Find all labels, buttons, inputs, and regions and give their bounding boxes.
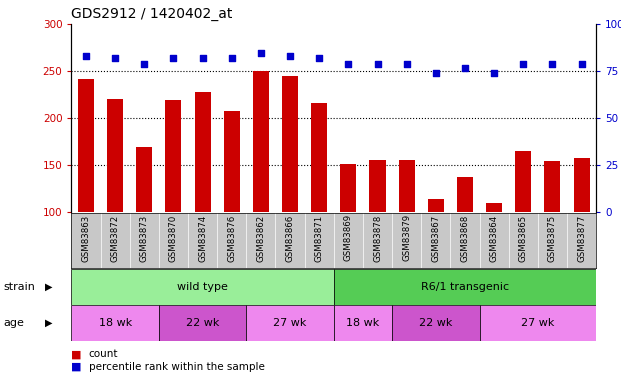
- Point: [519, 61, 528, 67]
- Text: GSM83869: GSM83869: [344, 214, 353, 261]
- Bar: [486, 202, 502, 212]
- Bar: [224, 111, 240, 212]
- Text: GSM83863: GSM83863: [81, 214, 91, 261]
- Point: [431, 70, 441, 76]
- Bar: [334, 269, 596, 304]
- Text: percentile rank within the sample: percentile rank within the sample: [89, 362, 265, 372]
- Text: GDS2912 / 1420402_at: GDS2912 / 1420402_at: [71, 7, 233, 21]
- Point: [373, 61, 383, 67]
- Text: GSM83862: GSM83862: [256, 214, 265, 261]
- Point: [168, 55, 178, 61]
- Bar: [282, 76, 298, 212]
- Text: GSM83870: GSM83870: [169, 214, 178, 261]
- Text: GSM83875: GSM83875: [548, 214, 557, 261]
- Text: GSM83878: GSM83878: [373, 214, 382, 261]
- Text: GSM83865: GSM83865: [519, 214, 528, 261]
- Text: 18 wk: 18 wk: [347, 318, 379, 328]
- Bar: [479, 305, 596, 340]
- Bar: [574, 158, 589, 212]
- Bar: [399, 160, 415, 212]
- Text: GSM83868: GSM83868: [461, 214, 469, 261]
- Text: count: count: [89, 350, 119, 359]
- Bar: [78, 79, 94, 212]
- Bar: [340, 164, 356, 212]
- Bar: [457, 177, 473, 212]
- Point: [197, 55, 207, 61]
- Text: GSM83864: GSM83864: [489, 214, 499, 261]
- Text: GSM83874: GSM83874: [198, 214, 207, 261]
- Text: ■: ■: [71, 362, 82, 372]
- Text: GSM83876: GSM83876: [227, 214, 236, 261]
- Point: [139, 61, 149, 67]
- Bar: [71, 269, 334, 304]
- Bar: [253, 71, 269, 212]
- Point: [227, 55, 237, 61]
- Text: GSM83866: GSM83866: [286, 214, 294, 261]
- Point: [343, 61, 353, 67]
- Point: [314, 55, 324, 61]
- Text: GSM83871: GSM83871: [315, 214, 324, 261]
- Point: [110, 55, 120, 61]
- Point: [460, 64, 470, 70]
- Text: GSM83872: GSM83872: [111, 214, 120, 261]
- Text: GSM83879: GSM83879: [402, 214, 411, 261]
- Point: [256, 50, 266, 55]
- Text: GSM83867: GSM83867: [432, 214, 440, 261]
- Bar: [107, 99, 123, 212]
- Text: ■: ■: [71, 350, 82, 359]
- Bar: [428, 199, 444, 212]
- Bar: [334, 305, 392, 340]
- Text: 27 wk: 27 wk: [273, 318, 307, 328]
- Bar: [515, 151, 532, 212]
- Bar: [71, 305, 159, 340]
- Point: [81, 53, 91, 59]
- Text: wild type: wild type: [177, 282, 228, 292]
- Point: [577, 61, 587, 67]
- Text: 22 wk: 22 wk: [186, 318, 219, 328]
- Text: GSM83877: GSM83877: [577, 214, 586, 261]
- Text: ▶: ▶: [45, 282, 53, 292]
- Point: [402, 61, 412, 67]
- Bar: [247, 305, 334, 340]
- Bar: [311, 103, 327, 212]
- Bar: [369, 160, 386, 212]
- Text: ▶: ▶: [45, 318, 53, 328]
- Point: [548, 61, 558, 67]
- Text: 18 wk: 18 wk: [99, 318, 132, 328]
- Text: GSM83873: GSM83873: [140, 214, 149, 261]
- Text: 27 wk: 27 wk: [521, 318, 555, 328]
- Bar: [159, 305, 247, 340]
- Point: [285, 53, 295, 59]
- Bar: [165, 100, 181, 212]
- Bar: [545, 161, 560, 212]
- Bar: [136, 147, 152, 212]
- Text: R6/1 transgenic: R6/1 transgenic: [421, 282, 509, 292]
- Point: [489, 70, 499, 76]
- Text: 22 wk: 22 wk: [419, 318, 453, 328]
- Bar: [392, 305, 479, 340]
- Bar: [194, 92, 211, 212]
- Text: age: age: [3, 318, 24, 328]
- Text: strain: strain: [3, 282, 35, 292]
